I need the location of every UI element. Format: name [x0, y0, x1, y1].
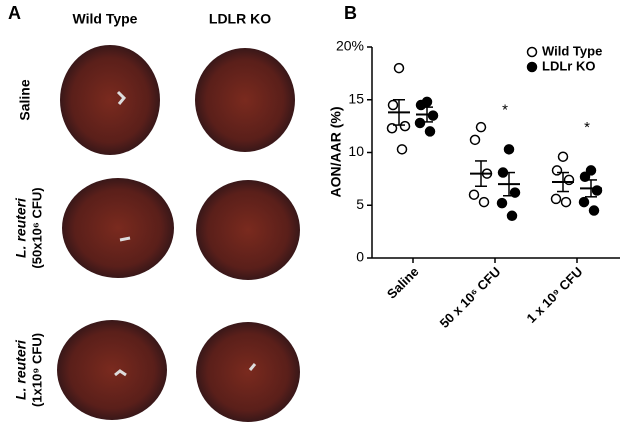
y-axis-label: AON/AAR (%) [328, 107, 344, 198]
data-point [563, 174, 575, 186]
data-point [506, 210, 518, 222]
legend-marker [526, 46, 538, 58]
data-point [579, 171, 591, 183]
y-tick-label: 5 [356, 196, 364, 212]
data-point [503, 144, 515, 155]
data-point [424, 126, 436, 137]
panel-label: A [8, 3, 21, 23]
heart-images [57, 45, 300, 422]
x-tick-label: 1 x 10⁹ CFU [524, 264, 586, 326]
legend-label: LDLr KO [542, 58, 595, 73]
row-note: (50x10⁶ CFU) [29, 187, 44, 268]
row-label: Saline [17, 79, 33, 120]
data-point [468, 189, 480, 200]
y-tick-label: 0 [356, 249, 364, 265]
data-point [399, 120, 411, 132]
data-point [414, 117, 426, 129]
x-tick-label: Saline [384, 264, 422, 302]
legend-marker [526, 61, 538, 73]
data-point [387, 99, 399, 111]
data-point [588, 205, 600, 216]
column-label: LDLR KO [209, 11, 271, 27]
data-point [550, 193, 562, 205]
annotation: * [502, 101, 508, 118]
data-point [496, 197, 508, 209]
data-point [396, 144, 408, 155]
x-tick-label: 50 x 10⁶ CFU [437, 264, 504, 331]
data-point [509, 187, 521, 198]
data-point [578, 196, 590, 208]
row-note: (1x10⁹ CFU) [29, 333, 44, 407]
row-label: L. reuteri [13, 197, 29, 258]
row-label: L. reuteri [13, 339, 29, 400]
data-point [591, 185, 603, 196]
y-tick-label: 15 [348, 90, 364, 106]
legend-label: Wild Type [542, 43, 602, 58]
data-point [475, 121, 487, 133]
annotation: * [584, 119, 590, 136]
data-point [427, 110, 439, 121]
panel-label: B [344, 3, 357, 23]
data-point [478, 196, 490, 208]
data-point [551, 165, 563, 176]
data-point [469, 134, 481, 146]
data-point [560, 196, 572, 208]
data-point [415, 99, 427, 111]
y-tick-label: 10 [348, 143, 364, 159]
data-point [386, 122, 398, 134]
data-point [393, 62, 405, 74]
y-tick-label: 20% [336, 38, 364, 54]
data-point [585, 165, 597, 176]
data-point [557, 151, 569, 162]
column-label: Wild Type [73, 11, 138, 27]
